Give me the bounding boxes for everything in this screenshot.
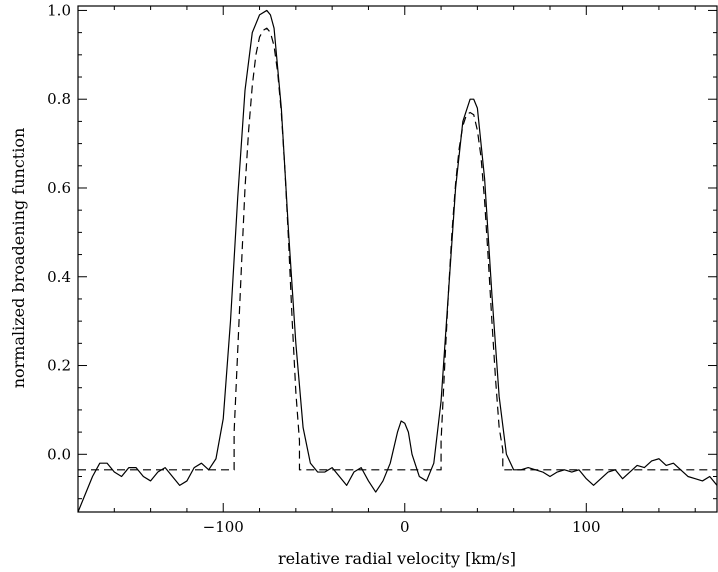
- x-tick-label: 100: [572, 518, 601, 536]
- x-axis-title: relative radial velocity [km/s]: [278, 549, 516, 568]
- x-tick-label: 0: [400, 518, 410, 536]
- y-tick-label: 1.0: [47, 1, 71, 19]
- dashed-fit-line: [78, 27, 717, 471]
- y-tick-label: 0.4: [47, 268, 71, 286]
- y-tick-label: 0.8: [47, 90, 71, 108]
- y-axis-title: normalized broadening function: [9, 128, 28, 389]
- plot-layer: [78, 9, 717, 512]
- y-tick-label: 0.2: [47, 357, 71, 375]
- solid-data-line: [78, 9, 717, 512]
- y-tick-label: 0.0: [47, 445, 71, 463]
- x-tick-label: −100: [203, 518, 244, 536]
- plot-frame: [77, 5, 718, 513]
- y-tick-label: 0.6: [47, 179, 71, 197]
- tick-layer: −100 0 100 0.0 0.2 0.4 0.6 0.8 1.0: [47, 1, 717, 536]
